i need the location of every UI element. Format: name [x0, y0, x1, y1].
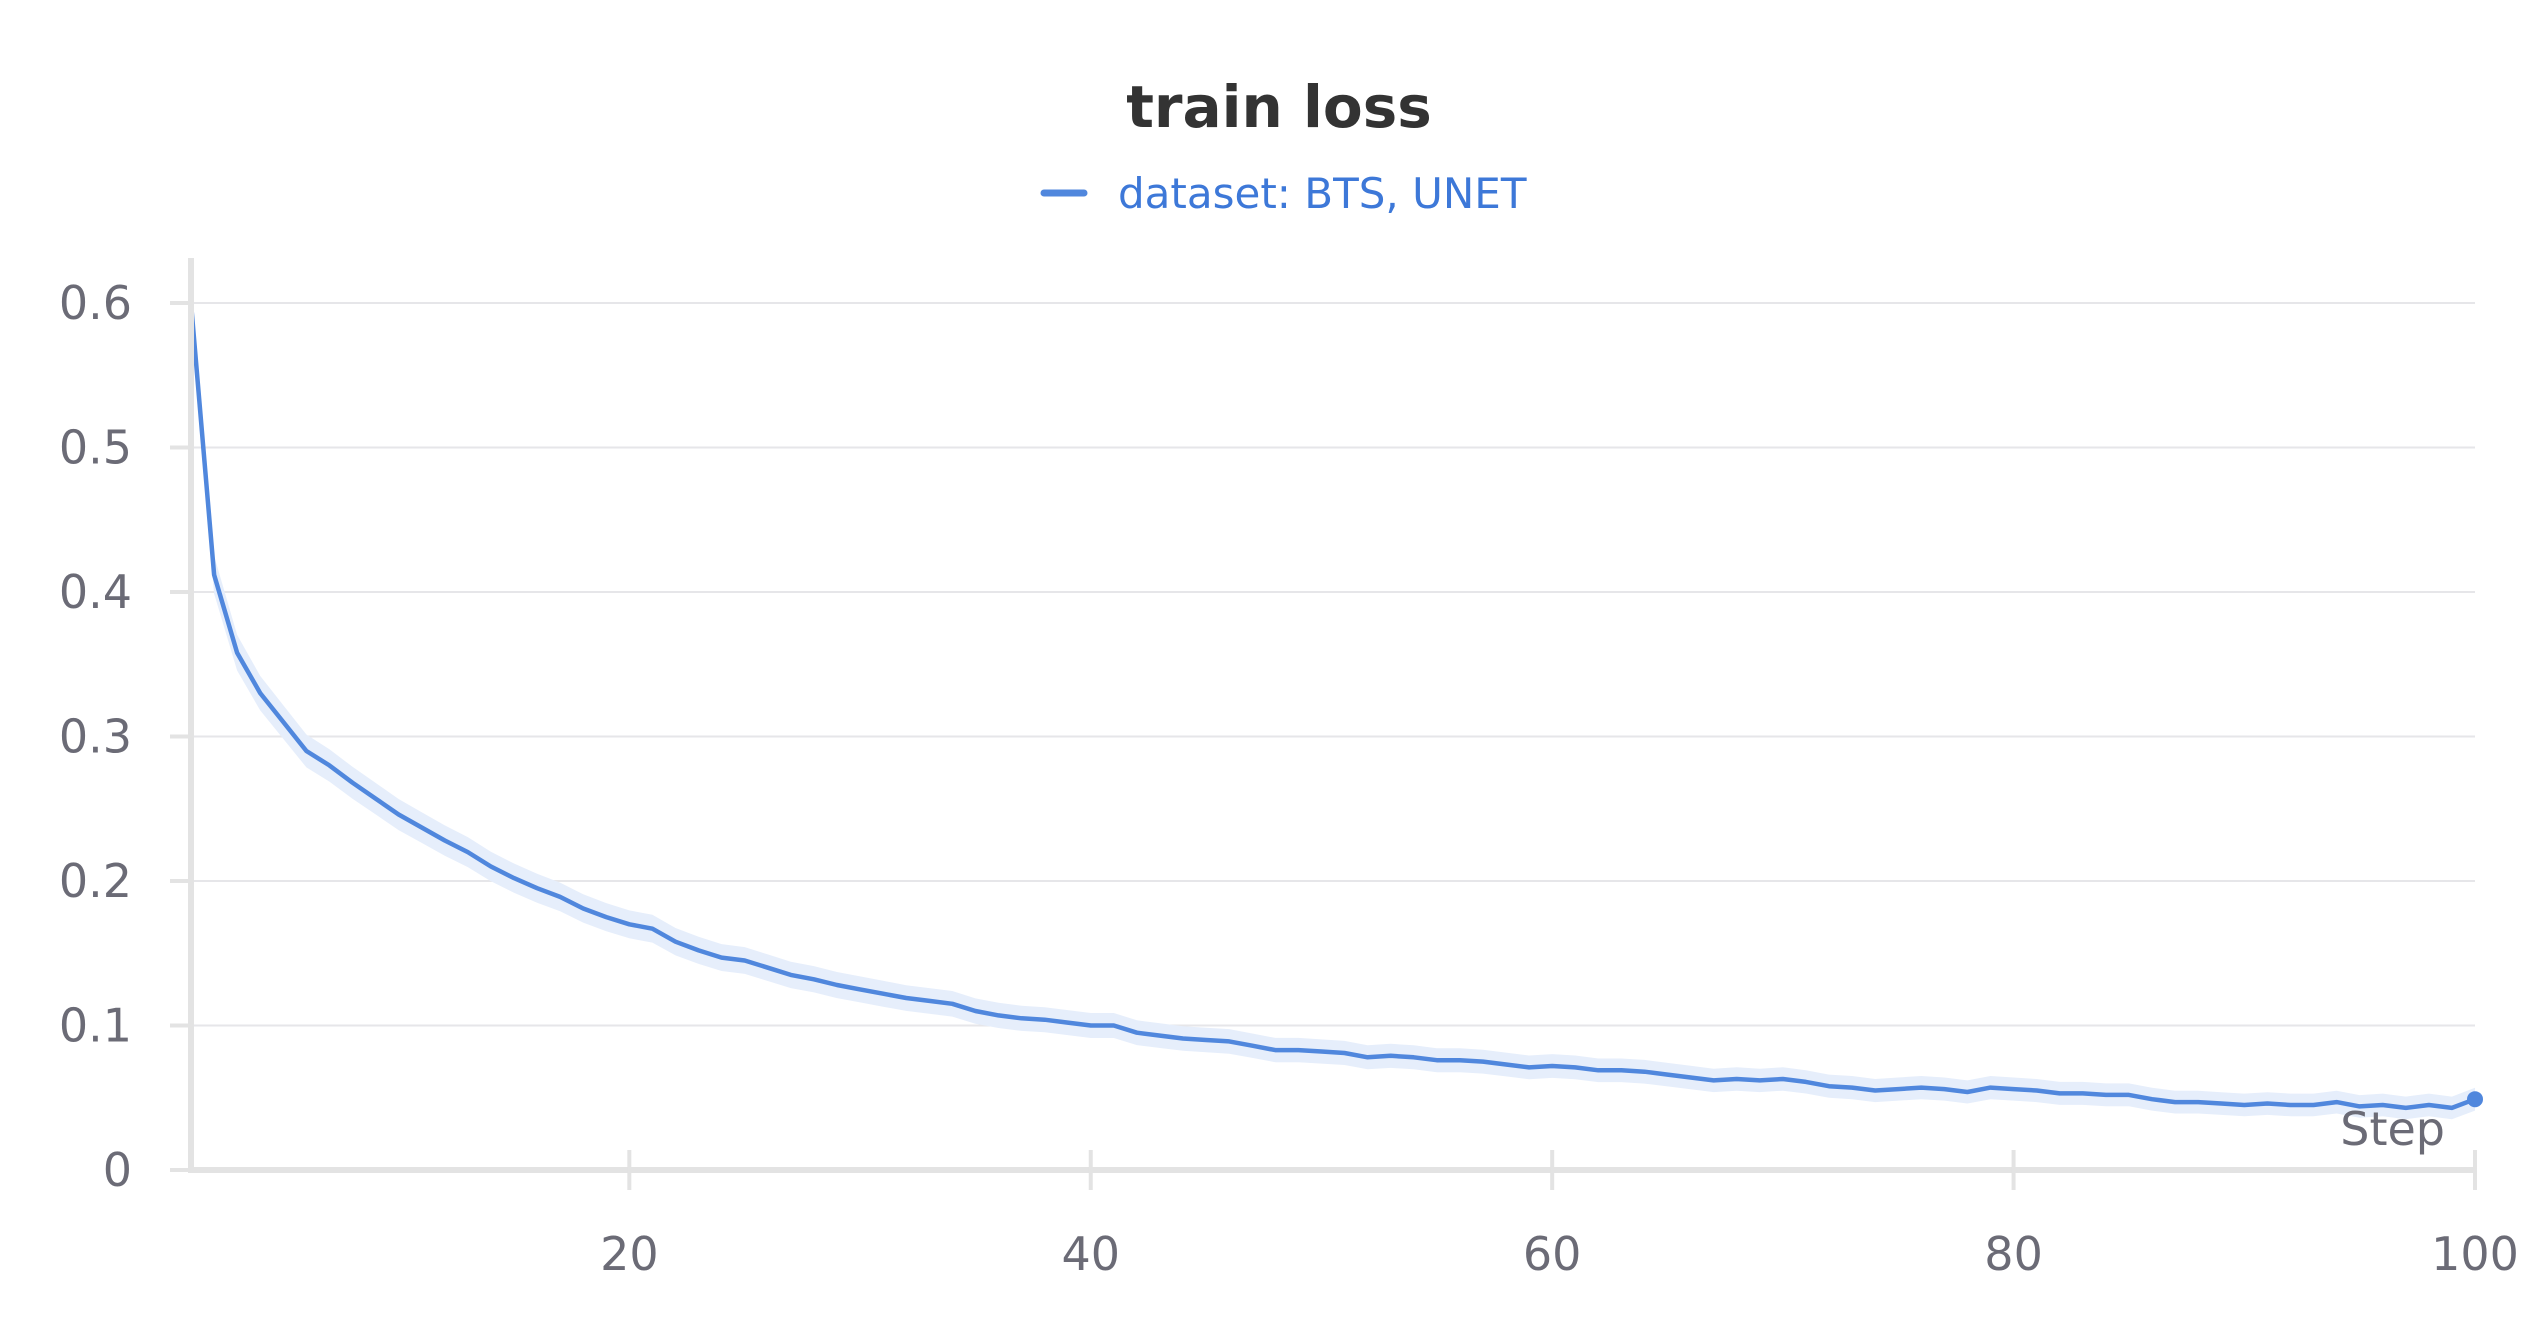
legend[interactable]: dataset: BTS, UNET — [1040, 169, 1527, 218]
grid-lines — [191, 302, 2475, 1027]
y-tick-label-3: 0.3 — [59, 710, 132, 764]
y-tick-label-2: 0.2 — [59, 854, 132, 908]
x-tick-label-4: 100 — [2431, 1227, 2519, 1281]
x-axis-ticks: 20 40 60 80 100 — [600, 1150, 2519, 1281]
series-line-path — [188, 300, 2478, 1111]
y-tick-label-0: 0 — [103, 1143, 132, 1197]
y-axis-ticks: 0 0.1 0.2 0.3 0.4 0.5 0.6 — [59, 276, 191, 1197]
x-tick-label-0: 20 — [600, 1227, 659, 1281]
series-last-point — [2467, 1091, 2483, 1108]
legend-label: dataset: BTS, UNET — [1118, 169, 1527, 218]
series-line — [188, 300, 2483, 1111]
x-tick-label-2: 60 — [1523, 1227, 1582, 1281]
chart-title: train loss — [1126, 73, 1432, 141]
y-tick-label-4: 0.4 — [59, 565, 132, 619]
y-tick-label-1: 0.1 — [59, 999, 132, 1053]
y-tick-label-6: 0.6 — [59, 276, 132, 330]
x-axis-title: Step — [2340, 1102, 2445, 1156]
x-tick-label-1: 40 — [1061, 1227, 1120, 1281]
x-tick-label-3: 80 — [1984, 1227, 2043, 1281]
y-tick-label-5: 0.5 — [59, 421, 132, 475]
axes — [188, 258, 2475, 1173]
